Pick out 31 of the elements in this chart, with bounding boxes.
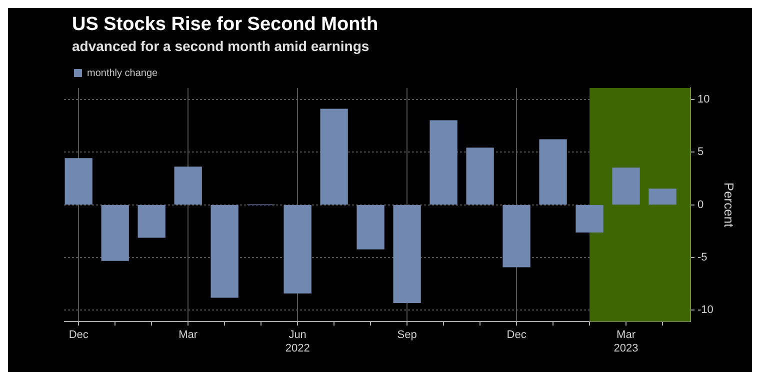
bar [101, 204, 129, 261]
y-tick-label: -10 [698, 304, 714, 316]
x-tick-label: Jun 2022 [285, 329, 310, 354]
bar [612, 168, 640, 205]
y-tick-label: -5 [698, 251, 708, 264]
chart-subtitle: advanced for a second month amid earnings [71, 37, 370, 56]
x-tick-label: Mar 2023 [614, 329, 638, 354]
bar [356, 204, 384, 250]
bar [502, 204, 530, 268]
x-tick-label: Mar [178, 329, 198, 342]
legend-label: monthly change [87, 68, 158, 79]
bar [64, 158, 92, 205]
bar [393, 204, 421, 303]
bar [466, 148, 494, 205]
x-tick-label: Dec [68, 329, 89, 342]
bar [576, 204, 604, 232]
bar [539, 139, 567, 205]
y-tick-label: 5 [698, 146, 704, 158]
bar [210, 204, 238, 298]
bar [138, 204, 166, 238]
bar [648, 188, 676, 205]
bar [430, 120, 458, 205]
bar [174, 166, 202, 205]
y-tick-label: 0 [698, 198, 704, 211]
x-tick-label: Dec [506, 329, 527, 342]
bar [284, 204, 312, 294]
y-axis-title: Percent [722, 182, 737, 228]
x-tick-label: Sep [397, 329, 417, 342]
bar [320, 108, 348, 205]
y-tick-label: 10 [698, 94, 710, 106]
chart-title: US Stocks Rise for Second Month [71, 13, 380, 36]
